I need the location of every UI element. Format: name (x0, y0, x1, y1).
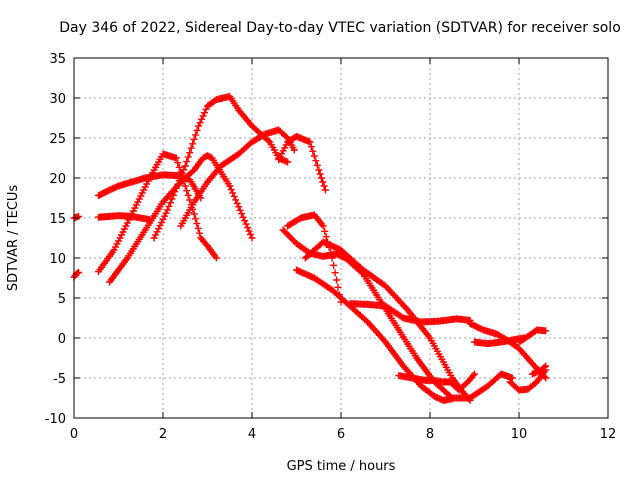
y-tick-label: 25 (49, 132, 66, 147)
x-tick-label: 4 (248, 427, 256, 442)
chart-title: Day 346 of 2022, Sidereal Day-to-day VTE… (59, 20, 621, 36)
data-point-markers (70, 268, 82, 281)
y-tick-label: 30 (49, 92, 66, 107)
data-point-markers (275, 132, 329, 194)
data-point-markers (70, 212, 82, 222)
x-tick-label: 12 (600, 427, 617, 442)
series-arc-20 (515, 326, 550, 346)
data-point-markers (528, 362, 550, 378)
y-tick-label: 35 (49, 52, 66, 67)
data-point-markers (515, 326, 550, 346)
series-arc-8 (177, 126, 298, 230)
series-arc-19 (506, 366, 550, 394)
series-arc-1 (70, 212, 82, 222)
y-tick-label: -10 (45, 412, 66, 427)
series-arc-16 (395, 370, 478, 394)
data-point-markers (150, 92, 292, 242)
data-point-markers (279, 226, 349, 262)
axis-ticks: 0 2 4 6 8 10 12 -10 -5 0 5 10 15 20 25 30 35 (45, 52, 617, 442)
y-tick-label: -5 (53, 372, 66, 387)
x-tick-label: 8 (426, 427, 434, 442)
series-arc-9 (275, 132, 329, 194)
series-arc-3 (95, 212, 154, 224)
series-arc-7 (150, 92, 292, 242)
x-axis-label: GPS time / hours (287, 459, 396, 474)
series-arc-2 (70, 268, 82, 281)
y-tick-label: 20 (49, 172, 66, 187)
y-tick-label: 15 (49, 212, 66, 227)
series-arc-15 (293, 266, 456, 404)
series-arc-10 (279, 226, 349, 262)
data-point-markers (293, 266, 456, 404)
data-point-markers (506, 366, 550, 394)
data-point-markers (395, 370, 478, 394)
x-tick-label: 0 (70, 427, 78, 442)
data-point-markers (177, 126, 298, 230)
y-tick-label: 10 (49, 252, 66, 267)
series-arc-21 (528, 362, 550, 378)
x-tick-label: 2 (159, 427, 167, 442)
series-arc-6 (106, 152, 256, 286)
x-tick-label: 6 (337, 427, 345, 442)
y-tick-label: 0 (58, 332, 66, 347)
y-tick-label: 5 (58, 292, 66, 307)
data-point-markers (106, 152, 256, 286)
x-tick-label: 10 (511, 427, 528, 442)
y-axis-label: SDTVAR / TECUs (6, 185, 21, 292)
data-point-markers (95, 212, 154, 224)
data-layer (70, 92, 550, 404)
